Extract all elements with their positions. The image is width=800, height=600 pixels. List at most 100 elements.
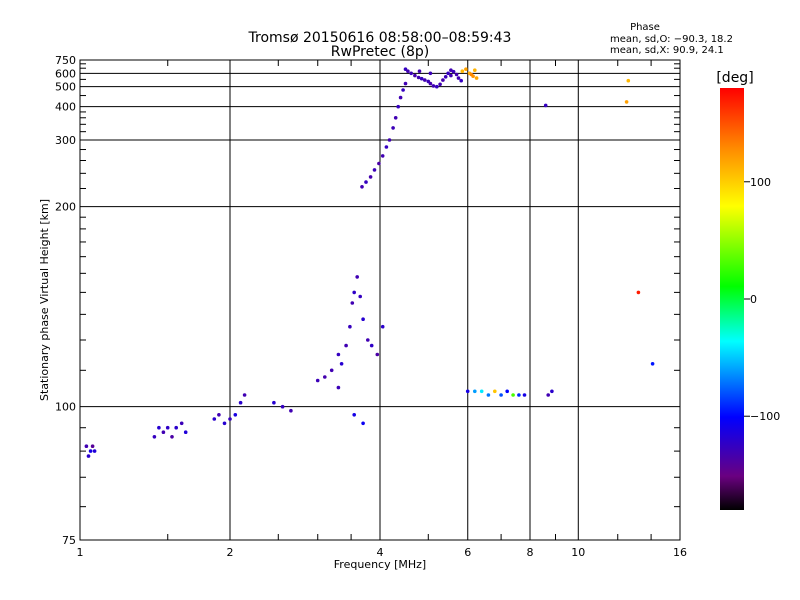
phase-legend-line2: mean, sd,X: 90.9, 24.1 xyxy=(610,45,724,56)
y-tick-label: 750 xyxy=(55,54,76,67)
data-point xyxy=(366,338,370,342)
data-point xyxy=(419,76,424,81)
colorbar-tick-label: 100 xyxy=(750,176,771,189)
data-point xyxy=(339,362,344,366)
y-axis-label: Stationary phase Virtual Height [km] xyxy=(38,199,51,401)
data-point xyxy=(428,81,433,86)
data-point xyxy=(212,417,217,421)
data-point xyxy=(238,400,243,405)
data-point xyxy=(86,454,91,458)
data-point xyxy=(401,88,405,92)
data-point xyxy=(242,393,247,397)
data-point xyxy=(336,385,341,390)
chart-subtitle: RwPretec (8p) xyxy=(331,44,429,60)
data-point xyxy=(90,444,95,449)
data-point xyxy=(650,362,655,366)
data-point xyxy=(441,78,445,82)
data-point xyxy=(409,71,414,76)
data-point xyxy=(289,408,293,413)
y-tick-label: 600 xyxy=(55,67,76,80)
y-tick-label: 400 xyxy=(55,101,76,114)
x-tick-label: 10 xyxy=(571,546,585,559)
data-point xyxy=(393,116,398,120)
data-point xyxy=(384,145,389,149)
data-point xyxy=(170,435,174,439)
y-tick-label: 500 xyxy=(55,81,76,94)
data-point xyxy=(428,71,433,76)
data-point xyxy=(636,290,641,295)
data-point xyxy=(406,69,410,73)
data-point xyxy=(233,413,238,417)
data-point xyxy=(179,421,184,426)
data-point xyxy=(272,400,276,405)
data-point xyxy=(372,168,377,172)
data-point xyxy=(522,393,527,397)
x-tick-label: 6 xyxy=(464,546,471,559)
y-tick-label: 200 xyxy=(55,201,76,214)
data-point xyxy=(92,449,97,453)
data-points xyxy=(84,67,655,458)
phase-legend-line1: mean, sd,O: −90.3, 18.2 xyxy=(610,34,733,45)
data-point xyxy=(423,78,427,82)
data-point xyxy=(352,290,357,295)
data-point xyxy=(84,444,89,449)
data-point xyxy=(465,389,470,394)
data-point xyxy=(358,294,363,299)
data-point xyxy=(449,68,453,72)
y-tick-label: 100 xyxy=(55,401,76,414)
data-point xyxy=(460,69,465,73)
data-point xyxy=(403,81,408,86)
data-point xyxy=(391,126,395,130)
data-point xyxy=(431,84,436,88)
data-point xyxy=(352,413,357,417)
data-point xyxy=(350,301,355,305)
data-point xyxy=(157,425,161,430)
phase-legend-title: Phase xyxy=(630,22,660,33)
data-point xyxy=(626,78,631,83)
data-point xyxy=(361,317,365,322)
data-point xyxy=(280,404,285,409)
data-point xyxy=(174,425,178,430)
data-point xyxy=(511,393,515,397)
data-point xyxy=(398,95,403,100)
data-point xyxy=(348,324,352,329)
x-tick-label: 16 xyxy=(673,546,687,559)
colorbar-ticks: 100 0 −100 xyxy=(744,176,780,423)
data-point xyxy=(438,82,442,87)
data-point xyxy=(165,425,170,430)
data-point xyxy=(387,138,392,142)
colorbar-tick-label: −100 xyxy=(750,410,780,423)
x-tick-label: 8 xyxy=(527,546,534,559)
colorbar xyxy=(720,88,744,510)
data-point xyxy=(464,67,468,71)
data-point xyxy=(446,71,450,76)
x-tick-label: 4 xyxy=(377,546,384,559)
data-point xyxy=(403,67,408,71)
data-point xyxy=(459,78,464,83)
data-point xyxy=(355,275,360,279)
data-point xyxy=(443,75,448,79)
data-point xyxy=(473,68,477,72)
plot-frame xyxy=(79,59,681,541)
data-point xyxy=(375,352,380,357)
x-tick-label: 2 xyxy=(227,546,234,559)
colorbar-label: [deg] xyxy=(716,70,753,86)
data-point xyxy=(454,72,459,77)
data-point xyxy=(449,73,453,78)
x-tick-label: 1 xyxy=(77,546,84,559)
data-point xyxy=(161,430,166,435)
data-point xyxy=(368,175,373,179)
colorbar-tick-label: 0 xyxy=(750,293,757,306)
data-point xyxy=(456,76,461,80)
data-point xyxy=(479,389,484,394)
data-point xyxy=(315,378,320,383)
data-point xyxy=(469,72,474,77)
data-point xyxy=(624,100,629,104)
data-point xyxy=(417,69,422,73)
data-point xyxy=(222,421,227,426)
data-point xyxy=(493,389,497,394)
data-point xyxy=(88,449,93,453)
data-point xyxy=(361,421,365,426)
